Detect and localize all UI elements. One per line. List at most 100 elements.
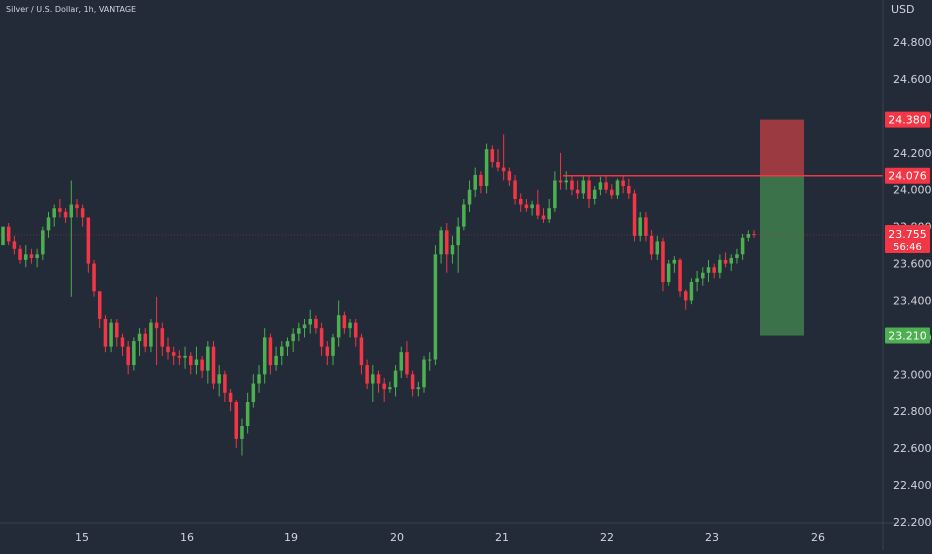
candle [41,226,45,260]
candle [160,322,165,356]
time-axis[interactable]: 15 16 19 20 21 22 23 26 [75,531,825,544]
candle [388,381,392,393]
candle [177,350,182,366]
price-tick-label: 24.600 [893,73,932,86]
svg-text:23.210: 23.210 [888,330,927,343]
candle [570,174,574,196]
stop-loss-zone[interactable] [760,119,804,176]
candle [473,167,477,198]
candle [359,333,364,375]
candle [58,198,62,218]
candle [564,171,569,190]
candle [291,328,295,353]
candle [718,254,722,279]
candle [735,248,739,264]
candle [501,134,506,181]
candle [746,230,751,242]
candle [479,171,483,194]
candle [587,174,591,209]
candle [547,198,551,223]
candle [507,167,512,187]
candle [336,300,341,347]
time-tick-label: 26 [811,531,825,544]
candle [18,245,22,264]
candles-layer [1,134,756,456]
candle [427,352,432,371]
price-axis-label: 24.380 [885,111,930,128]
candle [268,333,273,375]
candle [382,378,386,403]
candle [92,259,96,297]
price-tick-label: 22.600 [893,442,932,455]
price-tick-label: 22.400 [893,479,932,492]
candle [701,267,705,286]
price-tick-label: 22.200 [893,516,932,529]
price-tick-label: 24.000 [893,184,932,197]
candle [262,328,267,384]
bar-countdown: 56:46 [893,242,922,253]
candle [120,333,125,356]
candle [217,365,221,397]
candle [297,322,301,342]
overlays-layer [0,119,883,336]
candle [251,374,256,408]
candle [274,346,278,371]
candle [410,370,415,397]
candle [610,184,614,199]
candle [171,346,176,366]
time-tick-label: 15 [75,531,89,544]
candle [541,208,546,223]
candle [712,263,716,279]
candle [188,352,193,375]
time-tick-label: 22 [600,531,614,544]
candle [109,318,113,353]
candle [97,291,102,329]
candle [126,341,130,375]
time-tick-label: 23 [705,531,719,544]
candle [575,180,580,199]
candle [348,318,352,338]
candle [678,258,682,297]
candle [740,234,745,260]
last-price-value: 23.755 [888,228,927,241]
candle [200,355,204,379]
candle [342,311,347,334]
candle [325,341,330,366]
candle [513,174,517,205]
candle [35,248,39,268]
candle [86,217,91,273]
candle [23,245,28,268]
candle [621,174,625,194]
candle [75,198,79,218]
time-tick-label: 16 [180,531,194,544]
price-tick-label: 23.400 [893,294,932,307]
price-tick-label: 23.600 [893,258,932,271]
price-tick-label: 23.000 [893,368,932,381]
candle [393,365,398,397]
candle [536,189,540,220]
candle [285,337,290,356]
candle [558,152,563,190]
currency-label: USD [891,3,915,16]
time-tick-label: 21 [495,531,509,544]
price-tick-label: 24.200 [893,147,932,160]
candle [666,259,671,286]
candle [644,211,648,242]
candle [604,174,608,194]
candle [598,176,603,196]
take-profit-zone[interactable] [760,175,804,336]
candle [376,370,381,393]
price-axis-label: 23.210 [885,327,930,344]
candle [638,211,642,242]
candle [280,341,284,366]
candle [149,318,153,353]
candle [450,235,455,264]
candle [456,217,460,273]
candle [234,400,239,449]
time-tick-label: 20 [390,531,404,544]
time-tick-label: 19 [284,531,298,544]
candle [706,259,711,283]
